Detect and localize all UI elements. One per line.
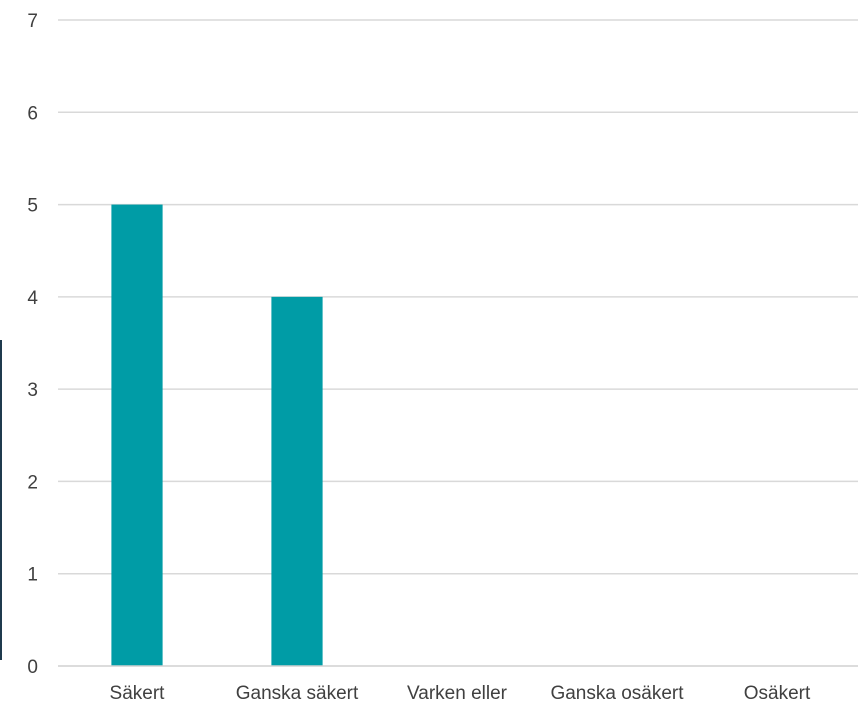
x-category-label: Säkert — [110, 683, 166, 704]
x-axis-category-labels: Säkert Ganska säkert Varken eller Ganska os… — [110, 683, 811, 704]
y-tick-label: 4 — [27, 288, 38, 309]
y-tick-label: 2 — [27, 472, 38, 493]
x-category-label: Ganska osäkert — [550, 683, 684, 704]
bar — [111, 204, 163, 667]
y-tick-label: 5 — [27, 196, 38, 217]
y-axis-tick-labels: 0 1 2 3 4 5 6 7 — [27, 11, 38, 678]
left-edge-strip — [0, 340, 2, 660]
x-category-label: Osäkert — [744, 683, 811, 704]
bars — [111, 204, 323, 667]
x-category-label: Varken eller — [407, 683, 508, 704]
y-tick-label: 1 — [27, 565, 38, 586]
y-tick-label: 0 — [27, 657, 38, 678]
gridlines — [58, 19, 858, 575]
y-tick-label: 7 — [27, 11, 38, 32]
y-tick-label: 3 — [27, 380, 38, 401]
x-category-label: Ganska säkert — [236, 683, 359, 704]
y-tick-label: 6 — [27, 103, 38, 124]
bar — [271, 296, 323, 666]
